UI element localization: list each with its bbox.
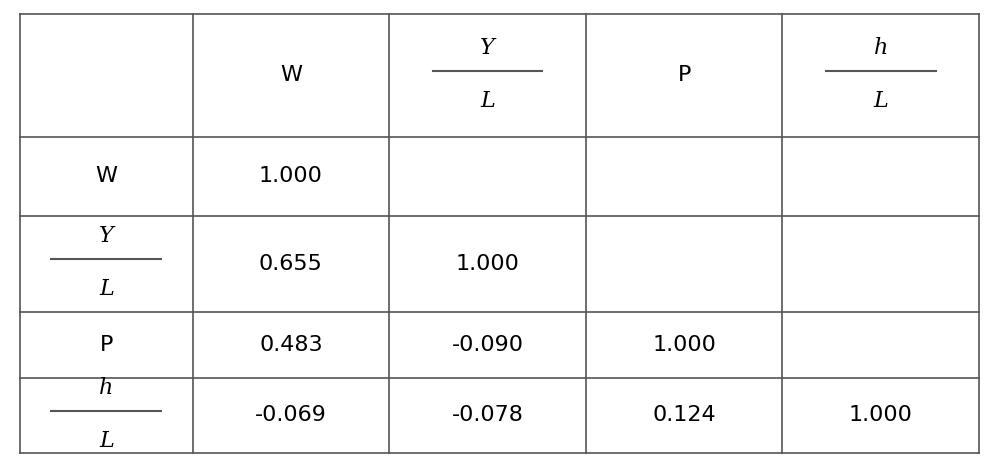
Text: P: P bbox=[677, 65, 690, 85]
Text: -0.090: -0.090 bbox=[452, 335, 523, 355]
Text: W: W bbox=[280, 65, 302, 85]
Text: h: h bbox=[99, 377, 114, 399]
Text: L: L bbox=[873, 90, 888, 112]
Text: 1.000: 1.000 bbox=[456, 254, 519, 274]
Text: 1.000: 1.000 bbox=[259, 166, 323, 186]
Text: 1.000: 1.000 bbox=[849, 406, 913, 426]
Text: 0.655: 0.655 bbox=[259, 254, 323, 274]
Text: W: W bbox=[95, 166, 117, 186]
Text: L: L bbox=[99, 430, 114, 452]
Text: 0.483: 0.483 bbox=[259, 335, 323, 355]
Text: -0.069: -0.069 bbox=[255, 406, 327, 426]
Text: Y: Y bbox=[481, 36, 495, 59]
Text: -0.078: -0.078 bbox=[452, 406, 523, 426]
Text: L: L bbox=[481, 90, 495, 112]
Text: Y: Y bbox=[99, 225, 114, 247]
Text: 0.124: 0.124 bbox=[652, 406, 716, 426]
Text: 1.000: 1.000 bbox=[652, 335, 716, 355]
Text: P: P bbox=[100, 335, 113, 355]
Text: L: L bbox=[99, 279, 114, 300]
Text: h: h bbox=[873, 36, 888, 59]
